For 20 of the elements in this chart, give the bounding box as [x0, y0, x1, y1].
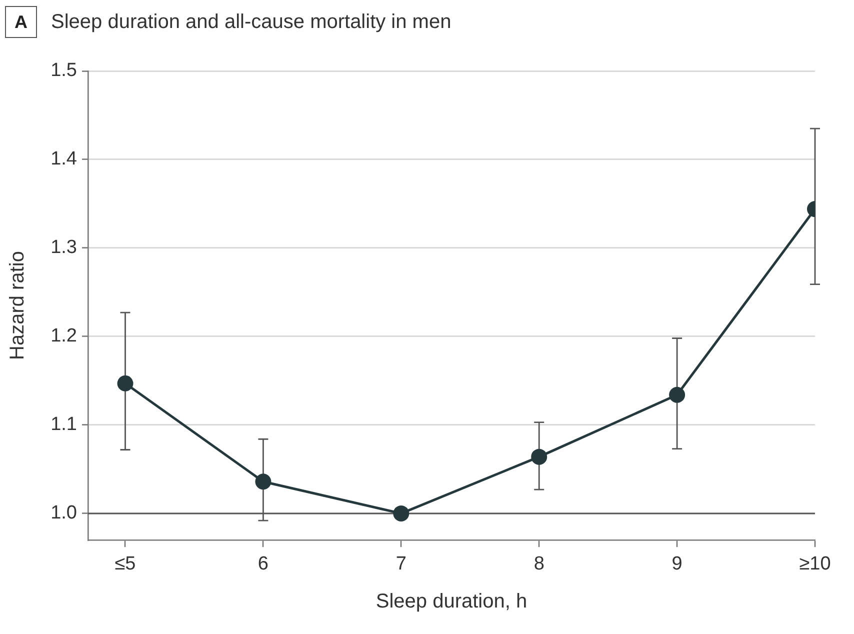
y-tick-label: 1.3	[50, 237, 77, 258]
y-tick-label: 1.0	[50, 502, 77, 524]
x-tick-label: 9	[672, 554, 682, 575]
y-tick-label: 1.5	[50, 60, 77, 82]
x-tick-label: 8	[534, 554, 544, 575]
x-tick-label: 7	[396, 554, 406, 575]
y-tick-label: 1.4	[50, 148, 78, 170]
point	[669, 386, 686, 403]
x-tick-label: ≤5	[114, 554, 136, 575]
y-tick-label: 1.2	[50, 326, 77, 347]
y-axis-title: Hazard ratio	[6, 251, 29, 360]
x-tick-label: 6	[258, 554, 268, 575]
x-axis-title: Sleep duration, h	[376, 590, 528, 613]
point	[531, 448, 548, 465]
point	[393, 505, 410, 522]
point	[255, 474, 272, 490]
x-tick-label: ≥10	[799, 554, 831, 575]
point	[117, 375, 134, 392]
chart-title: Sleep duration and all-cause mortality in men	[51, 10, 452, 34]
y-tick-label: 1.1	[50, 414, 77, 436]
